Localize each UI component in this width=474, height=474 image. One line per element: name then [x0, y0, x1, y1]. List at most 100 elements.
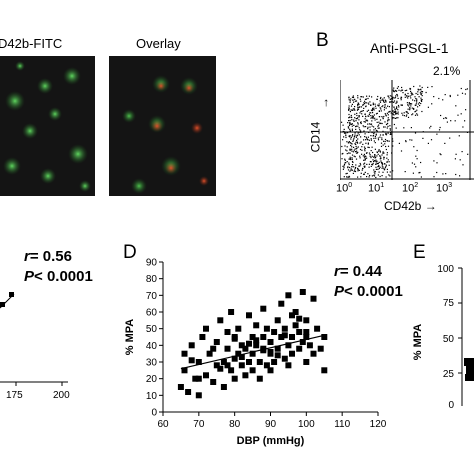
flow-dot — [363, 131, 365, 133]
flow-dot — [355, 143, 357, 145]
flow-dot — [370, 115, 372, 117]
panel-d-data-point — [231, 355, 238, 362]
flow-dot — [360, 176, 362, 178]
flow-dot — [407, 108, 409, 110]
flow-dot — [343, 128, 345, 130]
flow-dot — [382, 166, 384, 168]
flow-dot — [347, 166, 349, 168]
flow-dot — [349, 170, 351, 172]
flow-dot — [442, 99, 444, 101]
panel-d-data-point — [224, 345, 231, 352]
flow-dot — [356, 114, 358, 117]
flow-dot — [347, 167, 349, 169]
flow-dot — [387, 145, 390, 147]
panel-d-data-point — [289, 334, 295, 340]
flow-dot — [345, 136, 347, 139]
flow-dot — [371, 155, 373, 157]
flow-dot — [373, 107, 375, 109]
flow-dot — [355, 128, 357, 130]
flow-dot — [358, 127, 360, 129]
flow-dot — [420, 99, 422, 101]
flow-dot — [349, 158, 351, 160]
flow-dot — [364, 133, 366, 135]
flow-dot — [395, 110, 397, 113]
panel-d-data-point — [217, 365, 224, 372]
flow-dot — [363, 159, 365, 161]
flow-dot — [385, 134, 388, 136]
flow-dot — [412, 113, 414, 115]
flow-dot — [353, 146, 355, 148]
panel-d-letter: D — [123, 242, 137, 263]
flow-dot — [376, 160, 378, 162]
flow-dot — [395, 102, 397, 104]
flow-dot — [368, 95, 370, 97]
panel-d-data-point — [274, 345, 281, 352]
flow-dot — [454, 120, 456, 122]
flow-dot — [350, 144, 352, 147]
panel-d-scatter-chart: 0 10 20 30 40 50 60 70 80 90 60 70 80 90 100 110 120 % MP… — [124, 258, 387, 448]
flow-dot — [442, 173, 444, 175]
flow-dot — [373, 160, 375, 162]
flow-dot — [396, 87, 398, 89]
flow-dot — [379, 107, 381, 109]
flow-dot — [367, 173, 369, 175]
flow-dot — [366, 110, 368, 112]
panel-c-x-tick-175: 175 — [6, 390, 23, 401]
flow-dot — [351, 96, 354, 98]
flow-dot — [364, 113, 366, 115]
flow-dot — [384, 163, 386, 165]
flow-dot — [353, 138, 355, 140]
panel-d-x-tick-label: 100 — [298, 419, 315, 430]
flow-dot — [382, 171, 384, 173]
flow-dot — [364, 155, 366, 157]
flow-dot — [465, 109, 467, 111]
flow-dot — [351, 116, 353, 119]
flow-dot — [358, 169, 360, 171]
flow-dot — [380, 156, 382, 158]
flow-dot — [349, 123, 351, 125]
flow-dot — [360, 164, 362, 166]
flow-dot — [363, 126, 365, 128]
flow-dot — [348, 162, 350, 164]
flow-dot — [352, 95, 354, 97]
flow-dot — [378, 124, 380, 126]
flow-dot — [433, 96, 435, 98]
flow-dot — [357, 170, 359, 172]
flow-dot — [352, 134, 354, 136]
flow-dot — [443, 117, 445, 120]
flow-dot — [378, 171, 380, 173]
flow-dot — [383, 158, 385, 160]
panel-d-data-point — [217, 317, 224, 324]
flow-dot — [360, 110, 362, 113]
panel-d-data-point — [177, 384, 184, 390]
flow-dot — [393, 117, 395, 119]
flow-dot — [349, 101, 351, 103]
flow-dot — [374, 135, 376, 138]
flow-dot — [455, 153, 457, 155]
panel-d-data-point — [281, 332, 288, 339]
flow-dot — [444, 142, 446, 144]
flow-dot — [362, 143, 364, 145]
flow-dot — [372, 116, 374, 118]
panel-d-data-point — [289, 312, 295, 319]
panel-d-data-point — [267, 349, 274, 355]
flow-dot — [352, 108, 354, 110]
flow-dot — [392, 89, 394, 91]
panel-d-data-point — [235, 325, 242, 332]
flow-dot — [466, 131, 469, 133]
flow-dot — [352, 139, 354, 141]
flow-dot — [393, 114, 395, 116]
panel-d-data-point — [238, 362, 245, 369]
flow-dot — [370, 112, 372, 114]
flow-dot — [356, 134, 358, 136]
flow-dot — [410, 127, 412, 129]
flow-dot — [389, 98, 391, 100]
flow-dot — [379, 100, 381, 102]
flow-dot — [345, 132, 347, 134]
panel-d-data-point — [271, 359, 278, 365]
flow-dot — [372, 156, 375, 158]
panel-d-data-point — [246, 340, 252, 347]
flow-dot — [444, 94, 446, 96]
flow-dot — [363, 102, 366, 105]
flow-dot — [357, 97, 359, 99]
